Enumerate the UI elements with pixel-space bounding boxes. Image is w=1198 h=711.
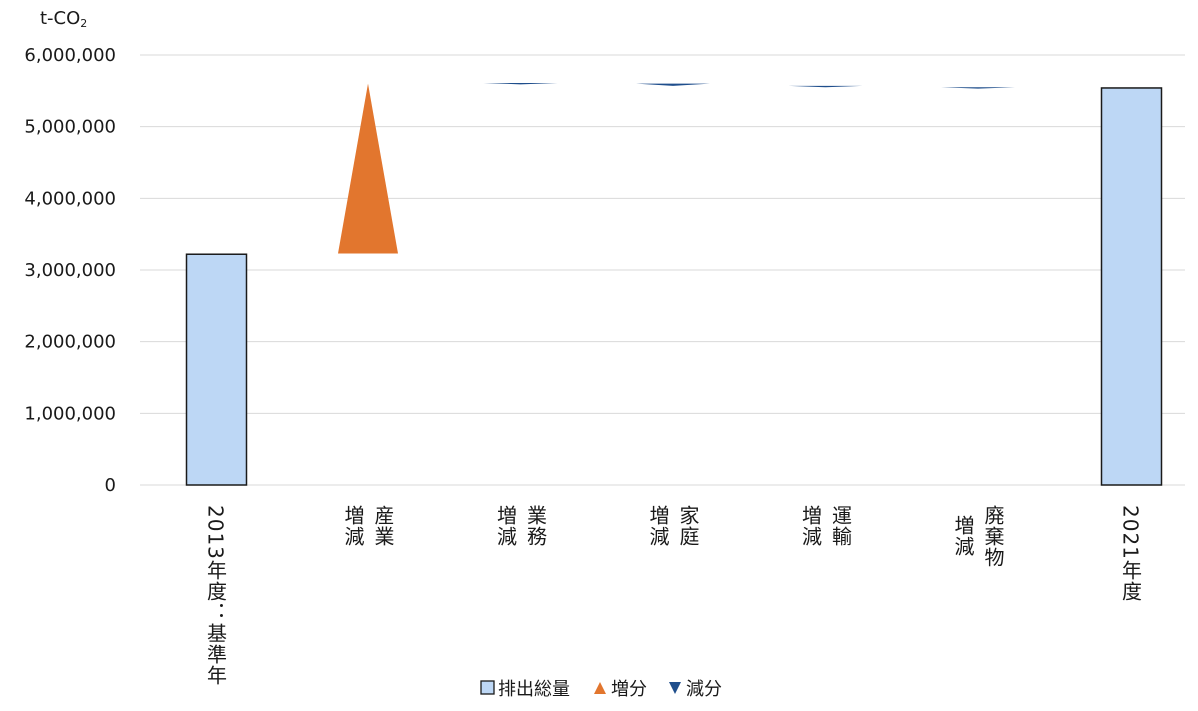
increase-triangle — [338, 83, 398, 254]
y-tick-label: 4,000,000 — [24, 188, 116, 209]
total-bar — [1100, 87, 1163, 486]
x-category-label: 産業 — [371, 505, 395, 547]
decrease-triangle — [941, 87, 1015, 89]
decrease-triangle — [636, 83, 710, 86]
y-tick-label: 6,000,000 — [24, 45, 116, 66]
decrease-triangle — [788, 85, 863, 88]
unit-main: t-CO — [40, 8, 80, 29]
y-tick-label: 3,000,000 — [24, 260, 116, 281]
y-tick-label: 0 — [105, 475, 116, 496]
x-category-label: 増減 — [951, 515, 975, 557]
x-category-label: 増減 — [494, 505, 518, 547]
x-category-label: 2013年度：基準年 — [204, 505, 228, 686]
x-category-label: 増減 — [646, 505, 670, 547]
x-category-label: 2021年度 — [1119, 505, 1143, 602]
unit-subscript: 2 — [80, 17, 87, 30]
x-category-label: 業務 — [524, 505, 548, 547]
x-category-label: 廃棄物 — [981, 505, 1005, 568]
y-axis-unit-label: t-CO2 — [40, 8, 87, 30]
x-category-label: 増減 — [799, 505, 823, 547]
y-tick-label: 5,000,000 — [24, 117, 116, 138]
x-category-label: 増減 — [341, 505, 365, 547]
y-tick-label: 1,000,000 — [24, 403, 116, 424]
legend-swatch-decrease — [669, 682, 681, 694]
legend-label: 減分 — [686, 679, 722, 700]
decrease-triangle — [483, 82, 558, 85]
total-bar — [185, 253, 248, 486]
legend-label: 増分 — [611, 679, 647, 700]
legend-label: 排出総量 — [498, 679, 570, 700]
legend-swatch-increase — [594, 682, 606, 694]
x-category-label: 家庭 — [676, 505, 700, 547]
x-category-label: 運輸 — [829, 505, 853, 547]
y-tick-label: 2,000,000 — [24, 332, 116, 353]
legend-swatch-total — [480, 680, 495, 695]
